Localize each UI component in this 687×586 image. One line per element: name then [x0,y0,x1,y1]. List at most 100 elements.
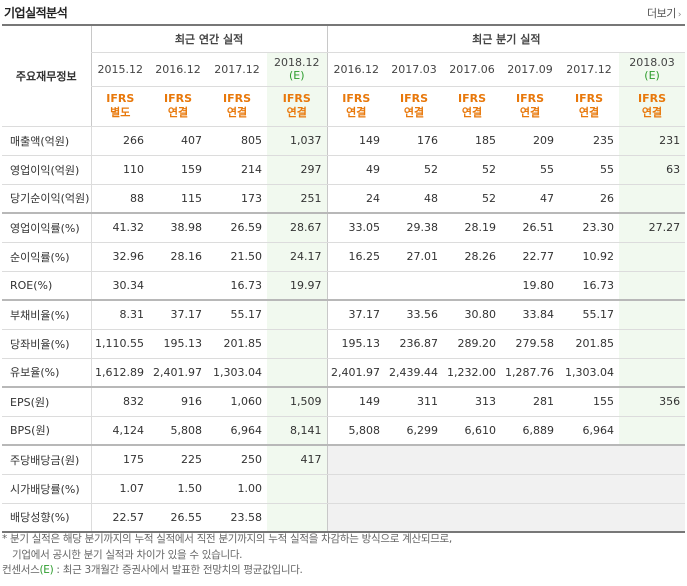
table-row: EPS(원) 832 916 1,060 1,509 149 311 313 281 155 356 [2,386,686,417]
value-cell: 24 [326,184,386,214]
value-cell [619,242,686,272]
value-cell: 6,299 [385,416,444,446]
value-cell: 52 [443,155,502,185]
value-cell [619,474,686,504]
value-cell: 29.38 [385,212,444,243]
period-label: 2018.03 [629,56,675,69]
value-cell [385,474,444,504]
value-cell: 55.17 [559,299,620,330]
value-cell [619,503,686,533]
value-cell: 266 [90,126,149,156]
value-cell: 19.80 [501,271,560,301]
value-cell: 55 [559,155,620,185]
note-estimate-mark: (E) [39,564,54,576]
type-basis: 연결 [286,106,307,119]
value-cell: 6,889 [501,416,560,446]
value-cell: 195.13 [326,329,386,359]
value-cell [443,503,502,533]
table-row: 매출액(억원) 266 407 805 1,037 149 176 185 209 235 231 [2,126,686,156]
row-label: 시가배당률(%) [2,474,92,504]
value-cell: 2,401.97 [149,358,207,388]
table-row: 영업이익(억원) 110 159 214 297 49 52 52 55 55 63 [2,155,686,185]
row-label: 매출액(억원) [2,126,92,156]
value-cell: 6,964 [207,416,267,446]
col-type: IFRS 연결 [326,86,386,127]
value-cell: 159 [149,155,207,185]
value-cell: 37.17 [149,299,207,330]
col-period: 2017.09 [501,52,560,87]
estimate-mark: (E) [644,69,660,82]
value-cell: 26.55 [149,503,207,533]
value-cell [619,444,686,475]
period-label: 2017.06 [449,62,495,76]
col-type: IFRS 연결 [619,86,686,127]
value-cell: 48 [385,184,444,214]
type-basis: 연결 [519,106,541,119]
more-link[interactable]: 더보기 › [647,5,682,21]
value-cell: 6,964 [559,416,620,446]
table-row: 시가배당률(%) 1.07 1.50 1.00 [2,474,686,504]
col-type: IFRS 별도 [90,86,149,127]
note-consensus-text: : 최근 3개월간 증권사에서 발표한 전망치의 평균값입니다. [53,564,303,576]
value-cell: 1,303.04 [559,358,620,388]
value-cell [619,299,686,330]
value-cell: 281 [501,386,560,417]
value-cell: 407 [149,126,207,156]
value-cell [267,299,328,330]
value-cell: 8,141 [267,416,328,446]
col-period: 2017.03 [385,52,444,87]
value-cell: 27.27 [619,212,686,243]
value-cell: 185 [443,126,502,156]
value-cell: 231 [619,126,686,156]
type-standard: IFRS [400,92,429,105]
type-basis: 연결 [346,106,367,119]
value-cell [267,474,328,504]
row-label: 배당성향(%) [2,503,92,533]
value-cell [619,358,686,388]
col-period: 2016.12 [149,52,207,87]
value-cell [267,329,328,359]
value-cell [267,503,328,533]
value-cell: 6,610 [443,416,502,446]
type-basis: 연결 [461,106,483,119]
value-cell [326,444,386,475]
row-label: 당좌비율(%) [2,329,92,359]
value-cell: 251 [267,184,328,214]
type-basis: 연결 [403,106,425,119]
row-label: 주당배당금(원) [2,444,92,475]
col-period: 2018.12 (E) [267,52,328,87]
value-cell: 33.56 [385,299,444,330]
value-cell: 30.34 [90,271,149,301]
col-period: 2017.12 [559,52,620,87]
value-cell: 916 [149,386,207,417]
value-cell: 16.73 [559,271,620,301]
footnotes: * 분기 실적은 해당 분기까지의 누적 실적에서 직전 분기까지의 누적 실적… [2,532,452,579]
value-cell: 209 [501,126,560,156]
group-annual: 최근 연간 실적 [90,24,328,53]
period-label: 2018.12 [274,56,320,69]
period-label: 2017.03 [391,62,437,76]
row-label: EPS(원) [2,386,92,417]
value-cell: 23.30 [559,212,620,243]
value-cell [443,271,502,301]
value-cell: 4,124 [90,416,149,446]
value-cell: 1,037 [267,126,328,156]
period-label: 2016.12 [333,62,380,76]
type-basis: 연결 [578,106,600,119]
col-type: IFRS 연결 [207,86,267,127]
value-cell: 289.20 [443,329,502,359]
value-cell [149,271,207,301]
value-cell: 173 [207,184,267,214]
value-cell [267,358,328,388]
value-cell: 41.32 [90,212,149,243]
col-period: 2017.12 [207,52,267,87]
financial-table: 주요재무정보 최근 연간 실적 최근 분기 실적 2015.12 2016.12 2… [2,24,686,533]
col-type: IFRS 연결 [559,86,620,127]
value-cell: 1,303.04 [207,358,267,388]
note-consensus-label: 컨센서스 [2,564,40,576]
value-cell [559,444,620,475]
col-period: 2015.12 [90,52,149,87]
value-cell: 313 [443,386,502,417]
value-cell: 32.96 [90,242,149,272]
value-cell: 26 [559,184,620,214]
